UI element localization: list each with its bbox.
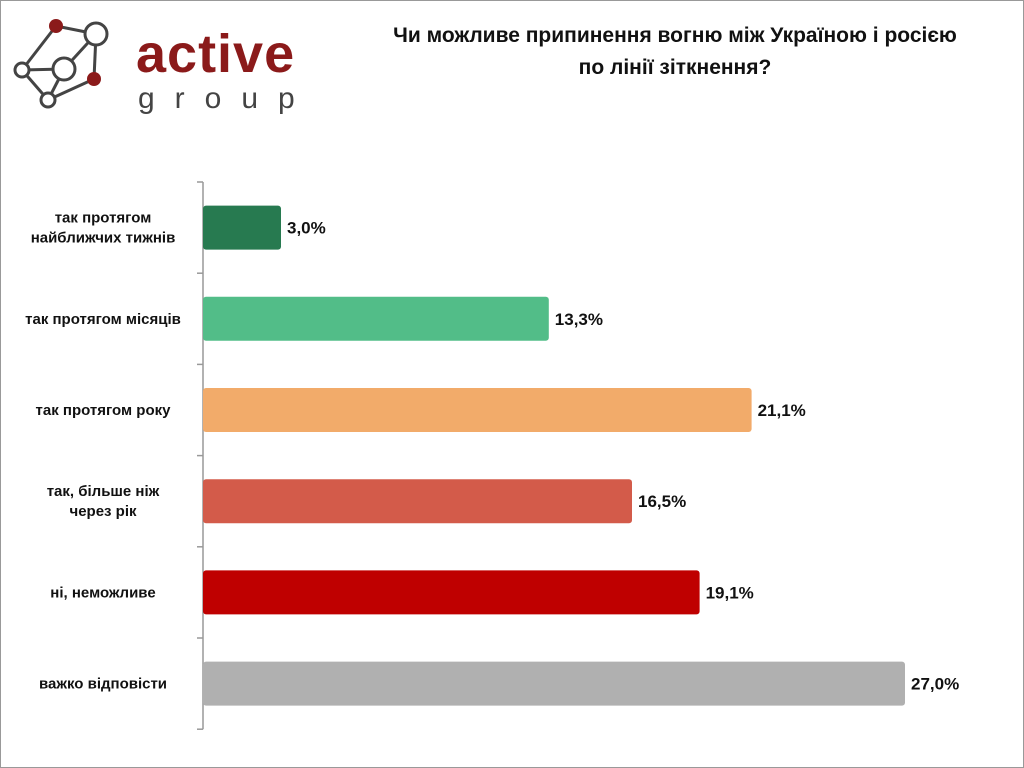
logo-word: active [136, 24, 296, 84]
bar [203, 388, 752, 432]
bar [203, 479, 632, 524]
logo-network-icon [13, 19, 109, 109]
data-label: 16,5% [638, 492, 686, 511]
logo: active group [8, 12, 295, 117]
data-label: 3,0% [287, 219, 326, 238]
bar [203, 661, 905, 706]
logo-subword: group [138, 82, 315, 115]
data-label: 27,0% [911, 675, 959, 694]
chart-title-line: Чи можливе припинення вогню між Україною… [393, 24, 957, 47]
data-label: 13,3% [555, 310, 603, 329]
category-label: так протягом [55, 210, 152, 227]
data-label: 19,1% [706, 583, 754, 602]
data-label: 21,1% [758, 401, 806, 420]
category-label: так протягом місяців [25, 311, 181, 328]
category-label: важко відповісти [39, 676, 167, 693]
category-label: найближчих тижнів [31, 230, 176, 247]
category-label: ні, неможливе [50, 584, 155, 601]
category-label: так протягом року [36, 402, 172, 419]
chart-title: Чи можливе припинення вогню між Україною… [330, 20, 1020, 84]
category-label: так, більше ніж [47, 483, 160, 500]
category-label: через рік [69, 503, 137, 520]
bar [203, 296, 549, 341]
bar [203, 570, 700, 615]
chart-title-line: по лінії зіткнення? [578, 56, 772, 79]
bar [203, 205, 281, 250]
